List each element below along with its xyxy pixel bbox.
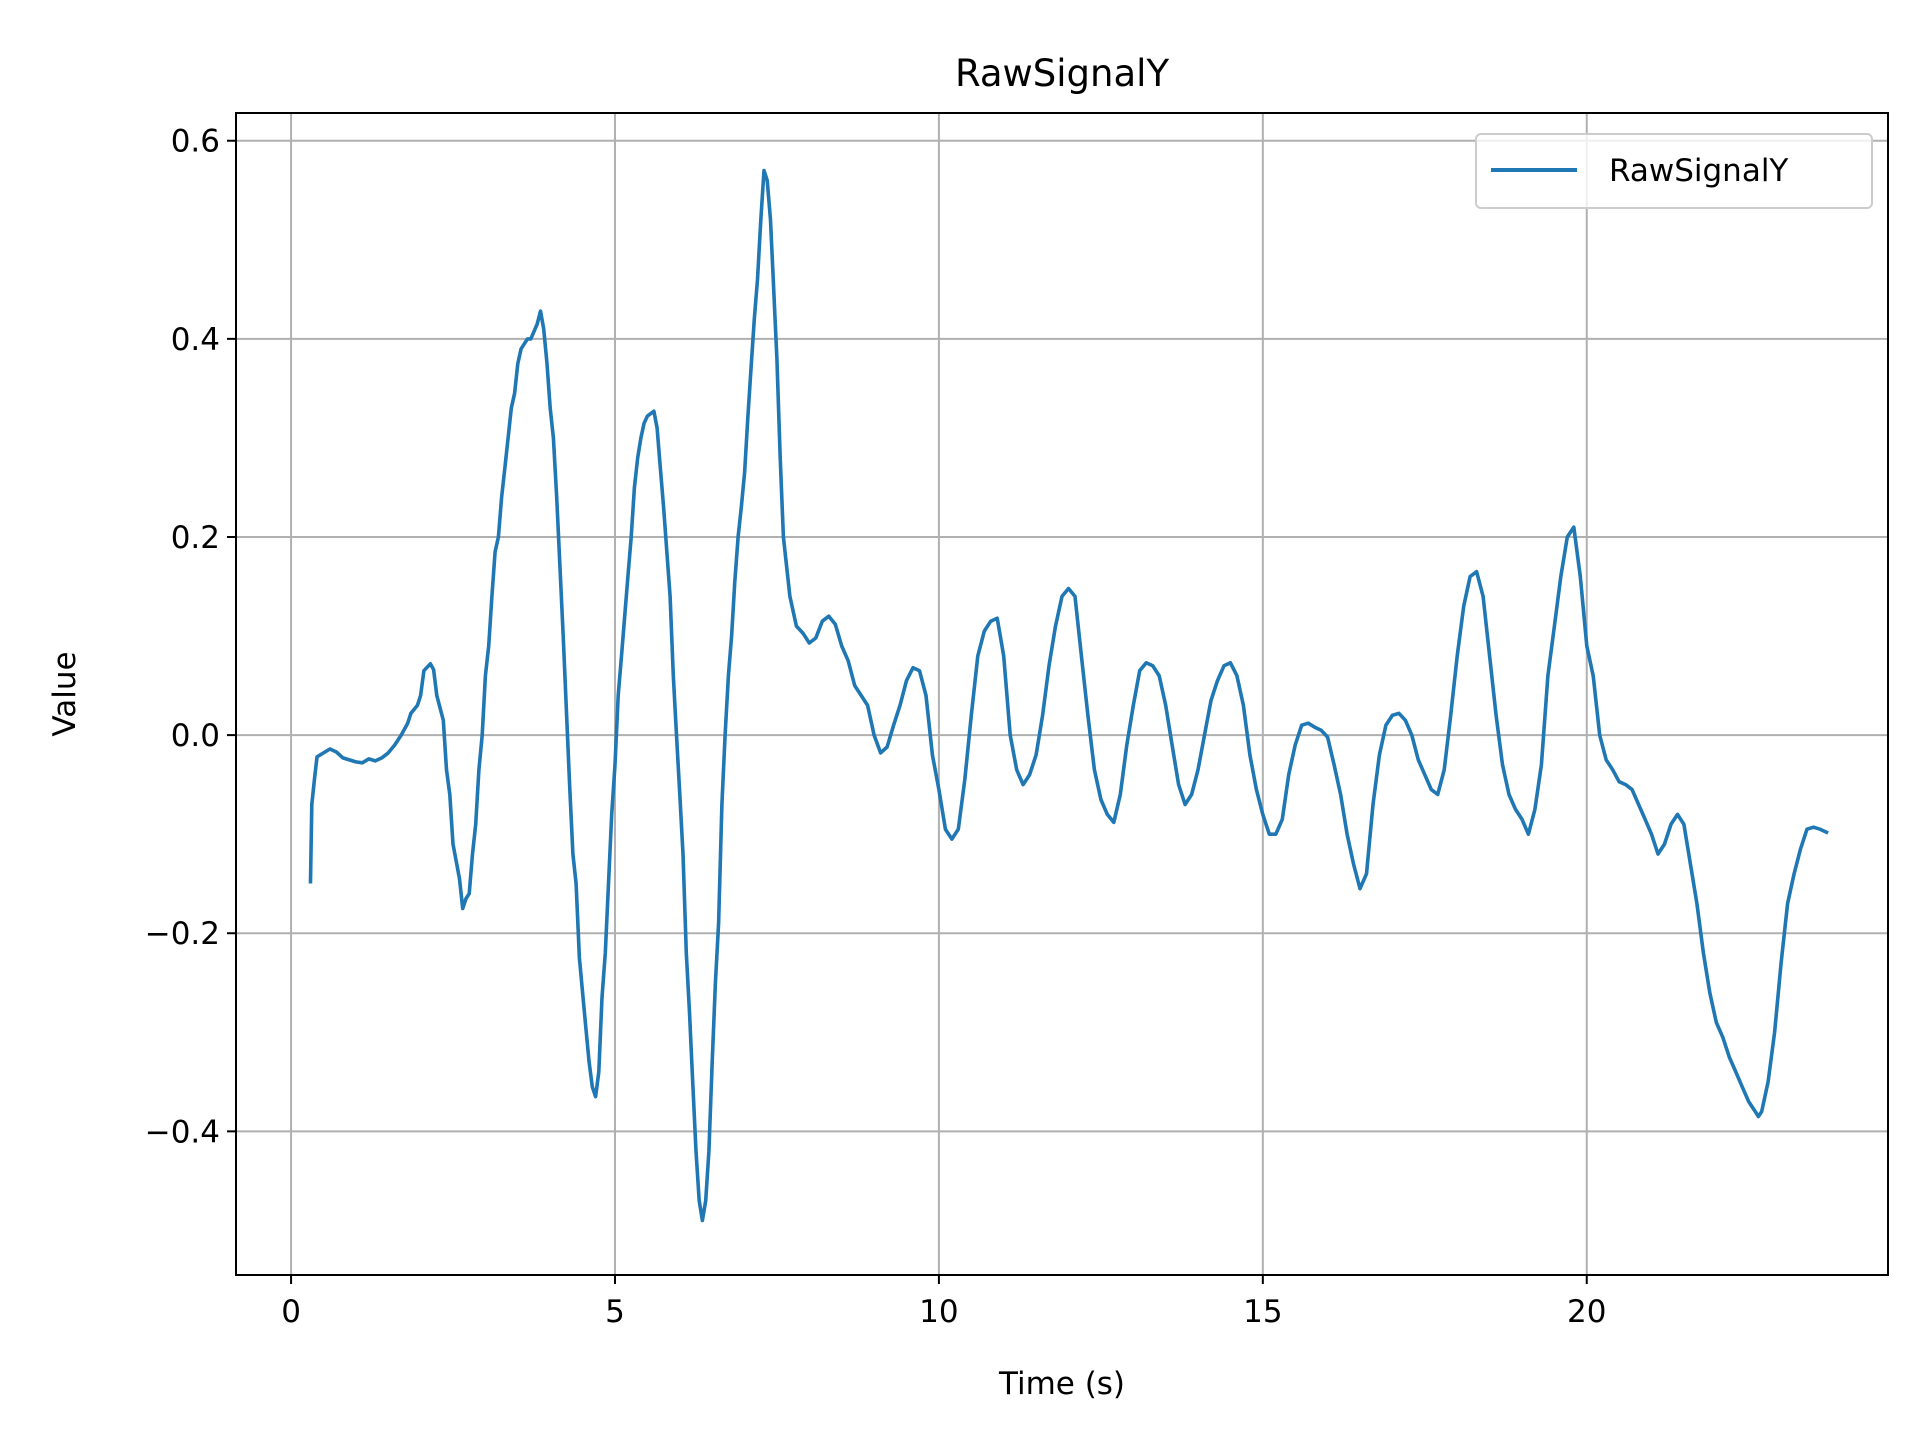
y-tick-label: −0.2 [145, 916, 220, 952]
legend: RawSignalY [1475, 133, 1873, 209]
x-tick-label: 20 [1567, 1294, 1606, 1330]
y-axis: −0.4 −0.2 0.0 0.2 0.4 0.6 [145, 124, 236, 1150]
y-tick-label: 0.2 [171, 520, 220, 556]
x-tick-label: 0 [281, 1294, 301, 1330]
y-tick-label: −0.4 [145, 1114, 220, 1150]
y-axis-label: Value [47, 651, 83, 736]
legend-box [1475, 133, 1873, 209]
chart-title: RawSignalY [955, 52, 1169, 95]
x-axis: 0 5 10 15 20 [281, 1275, 1606, 1330]
y-tick-label: 0.6 [171, 124, 220, 160]
legend-entry-label: RawSignalY [1609, 153, 1788, 189]
x-tick-label: 15 [1243, 1294, 1282, 1330]
plot-frame [235, 112, 1889, 1276]
series-line-rawsignaly [308, 168, 1829, 1223]
y-tick-label: 0.4 [171, 322, 220, 358]
x-axis-label: Time (s) [998, 1366, 1125, 1402]
x-tick-label: 5 [605, 1294, 625, 1330]
plot-area [308, 168, 1829, 1223]
grid [236, 113, 1888, 1275]
y-tick-label: 0.0 [171, 718, 220, 754]
series-layer [308, 168, 1829, 1223]
x-tick-label: 10 [919, 1294, 958, 1330]
